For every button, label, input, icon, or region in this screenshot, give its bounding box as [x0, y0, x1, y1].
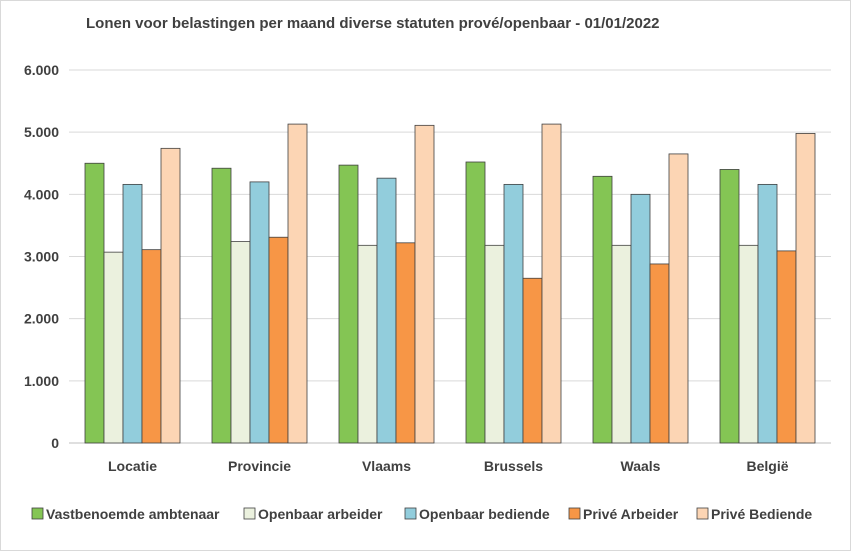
legend-label: Openbaar arbeider — [258, 506, 383, 522]
bar-priv-bediende-locatie — [160, 147, 181, 444]
chart-title: Lonen voor belastingen per maand diverse… — [86, 15, 660, 32]
x-tick-label: Locatie — [108, 458, 157, 474]
legend-label: Privé Bediende — [711, 506, 812, 522]
bar-openbaar-arbeider-provincie — [230, 241, 251, 444]
bar-openbaar-bediende-brussels — [503, 183, 524, 444]
bar-vastbenoemde-ambtenaar-belgië — [719, 169, 740, 444]
bar-priv-arbeider-waals — [649, 263, 670, 444]
y-tick-label: 6.000 — [24, 62, 59, 78]
legend-label: Openbaar bediende — [419, 506, 550, 522]
legend-swatch — [243, 507, 256, 520]
legend-swatch — [696, 507, 709, 520]
y-tick-label: 3.000 — [24, 249, 59, 265]
x-tick-label: Provincie — [228, 458, 291, 474]
bar-priv-bediende-vlaams — [414, 124, 435, 444]
bar-priv-arbeider-brussels — [522, 277, 543, 444]
bar-priv-bediende-belgië — [795, 133, 816, 444]
bar-openbaar-bediende-belgië — [757, 183, 778, 444]
bar-vastbenoemde-ambtenaar-locatie — [84, 162, 105, 444]
bar-openbaar-arbeider-belgië — [738, 244, 759, 444]
bar-vastbenoemde-ambtenaar-vlaams — [338, 164, 359, 444]
bar-priv-bediende-waals — [668, 153, 689, 444]
legend-swatch — [31, 507, 44, 520]
bar-openbaar-bediende-waals — [630, 193, 651, 444]
bar-vastbenoemde-ambtenaar-provincie — [211, 167, 232, 444]
y-tick-label: 5.000 — [24, 124, 59, 140]
x-tick-label: Brussels — [484, 458, 543, 474]
x-tick-label: Vlaams — [362, 458, 411, 474]
y-tick-label: 1.000 — [24, 373, 59, 389]
bar-openbaar-bediende-vlaams — [376, 177, 397, 444]
bar-openbaar-bediende-provincie — [249, 181, 270, 444]
legend-label: Privé Arbeider — [583, 506, 679, 522]
bar-openbaar-bediende-locatie — [122, 183, 143, 444]
x-tick-label: Waals — [621, 458, 661, 474]
y-tick-label: 0 — [51, 435, 59, 451]
legend-swatch — [404, 507, 417, 520]
bar-priv-arbeider-vlaams — [395, 242, 416, 444]
bar-openbaar-arbeider-brussels — [484, 244, 505, 444]
bar-openbaar-arbeider-vlaams — [357, 244, 378, 444]
bar-openbaar-arbeider-locatie — [103, 251, 124, 444]
bar-vastbenoemde-ambtenaar-brussels — [465, 161, 486, 444]
x-tick-label: België — [746, 458, 788, 474]
y-tick-label: 2.000 — [24, 311, 59, 327]
bar-priv-bediende-brussels — [541, 123, 562, 444]
bar-openbaar-arbeider-waals — [611, 244, 632, 444]
legend-label: Vastbenoemde ambtenaar — [46, 506, 220, 522]
bar-priv-arbeider-provincie — [268, 236, 289, 444]
bar-priv-arbeider-belgië — [776, 250, 797, 444]
bar-vastbenoemde-ambtenaar-waals — [592, 175, 613, 444]
legend-swatch — [568, 507, 581, 520]
bar-priv-arbeider-locatie — [141, 249, 162, 444]
y-tick-label: 4.000 — [24, 186, 59, 202]
bar-priv-bediende-provincie — [287, 123, 308, 444]
